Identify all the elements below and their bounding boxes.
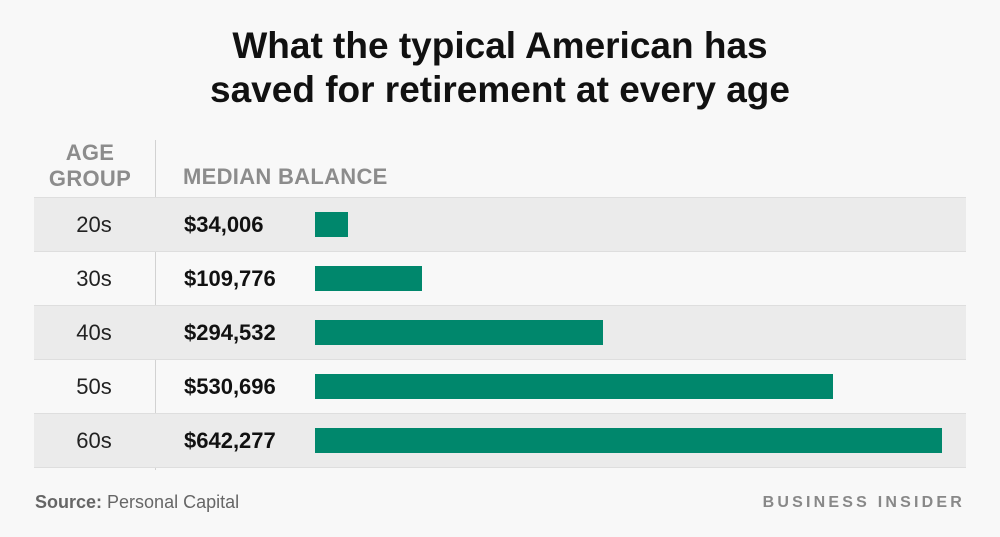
source-note: Source: Personal Capital (35, 492, 239, 513)
balance-bar (315, 428, 942, 453)
age-group-header-line-2: GROUP (48, 166, 132, 191)
chart-row: 60s $642,277 (34, 413, 966, 468)
age-group-label: 20s (76, 212, 112, 237)
age-group-label: 60s (76, 428, 112, 453)
age-group-header: AGE GROUP (35, 140, 145, 192)
age-group-header-line-1: AGE (65, 140, 115, 165)
age-group-label: 50s (76, 374, 112, 399)
chart-title-line-1: What the typical American has (232, 25, 768, 66)
median-balance-value: $294,532 (184, 320, 276, 345)
median-balance-value: $530,696 (184, 374, 276, 399)
balance-bar (315, 374, 833, 399)
source-text: Personal Capital (102, 492, 240, 512)
chart-title: What the typical American has saved for … (0, 24, 1000, 112)
chart-title-line-2: saved for retirement at every age (210, 69, 790, 110)
age-group-label: 40s (76, 320, 112, 345)
median-balance-value: $642,277 (184, 428, 276, 453)
chart-rows: 20s $34,006 30s $109,776 40s $294,532 50s $530,… (34, 197, 966, 468)
source-label: Source: (35, 492, 103, 512)
median-balance-value: $109,776 (184, 266, 276, 291)
chart-row: 50s $530,696 (34, 359, 966, 413)
balance-bar (315, 212, 348, 237)
balance-bar (315, 320, 603, 345)
chart-row: 40s $294,532 (34, 305, 966, 359)
chart-row: 30s $109,776 (34, 251, 966, 305)
balance-bar (315, 266, 422, 291)
age-group-label: 30s (76, 266, 112, 291)
publisher-logo: BUSINESS INSIDER (762, 494, 965, 511)
median-balance-value: $34,006 (184, 212, 264, 237)
chart-row: 20s $34,006 (34, 197, 966, 251)
median-balance-header: MEDIAN BALANCE (183, 164, 388, 189)
